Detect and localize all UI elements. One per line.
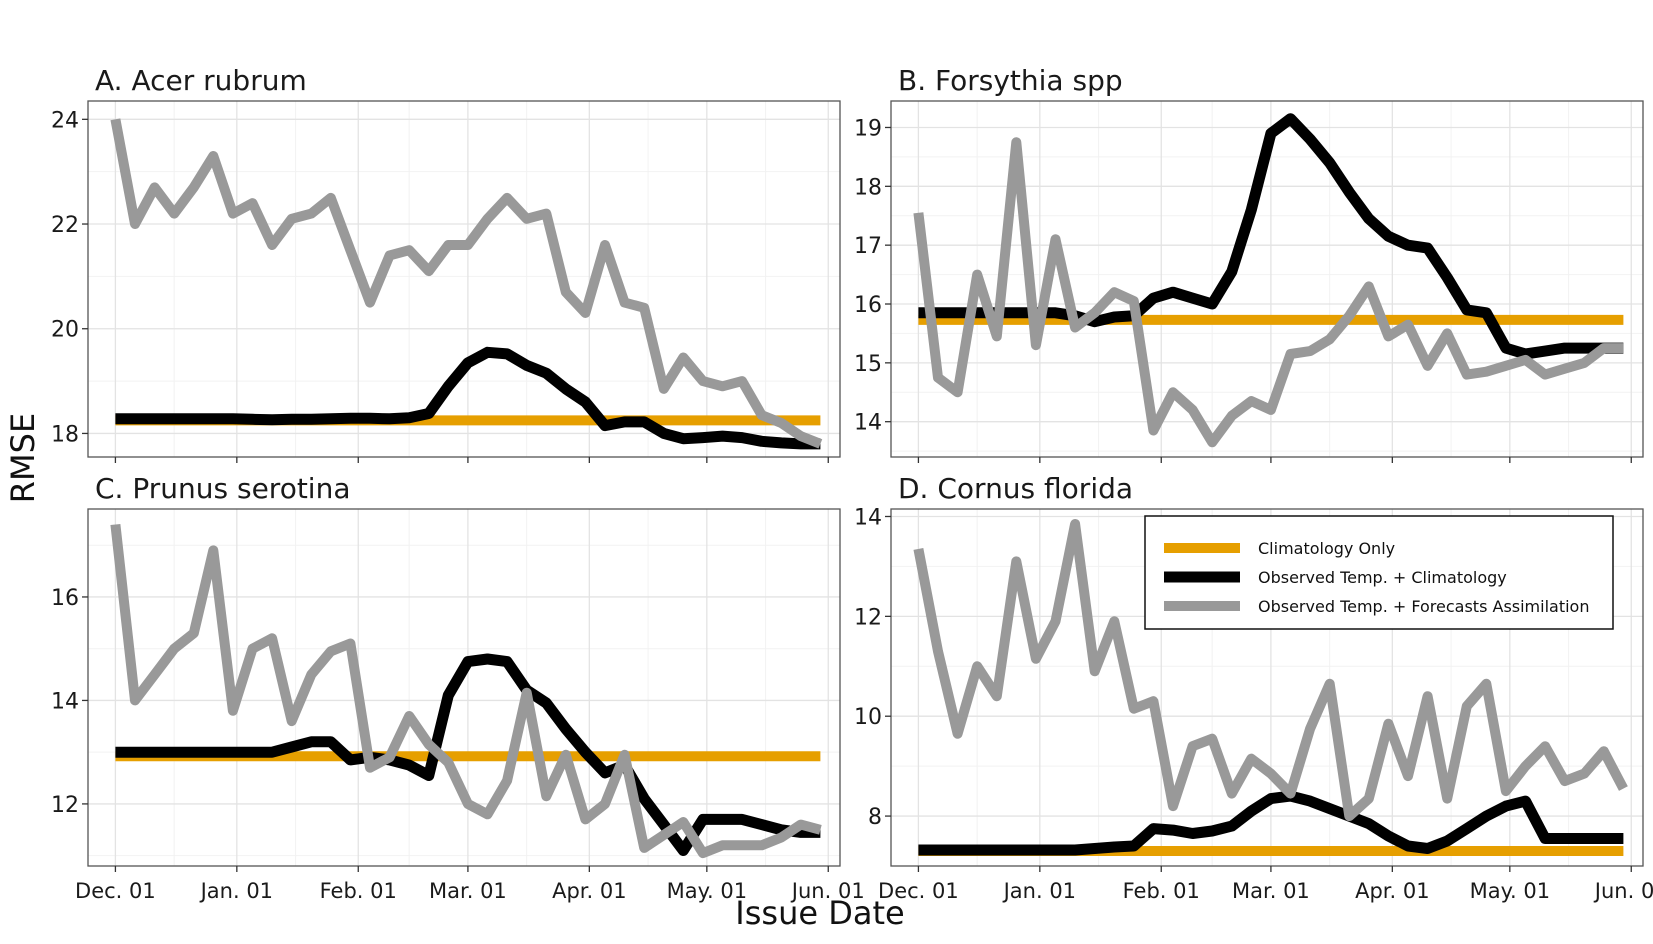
y-axis-title: RMSE — [4, 413, 42, 503]
y-tick-label: 24 — [51, 108, 79, 133]
panel-background — [88, 101, 840, 457]
y-tick-label: 12 — [854, 605, 882, 630]
x-tick-label: Mar. 01 — [1232, 879, 1310, 903]
series-line-observed-temp-forecasts-assimilation — [913, 519, 1628, 822]
series-line-observed-temp-forecasts-assimilation — [110, 523, 822, 859]
y-tick-label: 18 — [51, 422, 79, 447]
panel-a: 18 20 22 24 A. Acer rubrum — [51, 64, 841, 463]
y-tick-label: 14 — [51, 689, 79, 714]
panel-title: A. Acer rubrum — [95, 64, 307, 97]
y-tick-label: 16 — [51, 586, 79, 611]
x-tick-label: May. 01 — [1470, 879, 1551, 903]
y-tick-label: 16 — [854, 293, 882, 318]
y-tick-label: 20 — [51, 318, 79, 343]
y-tick-label: 8 — [868, 805, 882, 830]
y-tick-label: 18 — [854, 175, 882, 200]
panel-title: C. Prunus serotina — [95, 472, 351, 505]
y-tick-label: 19 — [854, 116, 882, 141]
panel-border — [87, 508, 841, 867]
x-axis-title: Issue Date — [735, 894, 904, 932]
series-line-observed-temp-climatology — [115, 346, 821, 450]
y-tick-label: 12 — [51, 793, 79, 818]
x-tick-label: Jun. 01 — [790, 879, 865, 903]
y-tick-label: 14 — [854, 505, 882, 530]
x-tick-label: Apr. 01 — [1355, 879, 1429, 903]
panel-border — [890, 100, 1644, 458]
legend-label: Observed Temp. + Forecasts Assimilation — [1258, 597, 1589, 616]
panel-border — [890, 508, 1644, 867]
series-line-observed-temp-forecasts-assimilation — [110, 118, 823, 449]
panel-b: 14 15 16 17 18 19 B. Forsythia spp — [854, 64, 1644, 463]
legend: Climatology Only Observed Temp. + Climato… — [1144, 515, 1614, 630]
panel-c: 12 14 16 Dec. 01 Jan. 01 Feb. 01 Mar. 01 Apr. 0… — [51, 472, 865, 903]
y-tick-label: 15 — [854, 352, 882, 377]
y-tick-label: 14 — [854, 411, 882, 436]
legend-label: Observed Temp. + Climatology — [1258, 568, 1507, 587]
x-tick-label: Feb. 01 — [1123, 879, 1200, 903]
x-tick-label: May. 01 — [667, 879, 748, 903]
panel-background — [88, 509, 840, 866]
x-tick-label: Jun. 01 — [1593, 879, 1653, 903]
series-line-observed-temp-climatology — [115, 653, 821, 856]
y-tick-label: 10 — [854, 705, 882, 730]
panel-title: B. Forsythia spp — [898, 64, 1123, 97]
legend-label: Climatology Only — [1258, 539, 1395, 558]
x-tick-label: Jan. 01 — [1002, 879, 1076, 903]
y-tick-label: 17 — [854, 234, 882, 259]
panel-title: D. Cornus florida — [898, 472, 1133, 505]
series-line-observed-temp-climatology — [918, 790, 1624, 856]
x-tick-label: Feb. 01 — [320, 879, 397, 903]
panels-group: 18 20 22 24 A. Acer rubrum 14 15 16 17 18 19 B. For… — [51, 64, 1653, 903]
x-tick-label: Dec. 01 — [75, 879, 156, 903]
x-tick-label: Dec. 01 — [878, 879, 959, 903]
x-tick-label: Mar. 01 — [429, 879, 507, 903]
series-line-observed-temp-forecasts-assimilation — [913, 137, 1624, 448]
x-tick-label: Apr. 01 — [552, 879, 626, 903]
x-tick-label: Jan. 01 — [199, 879, 273, 903]
y-tick-label: 22 — [51, 213, 79, 238]
panel-border — [87, 100, 841, 458]
